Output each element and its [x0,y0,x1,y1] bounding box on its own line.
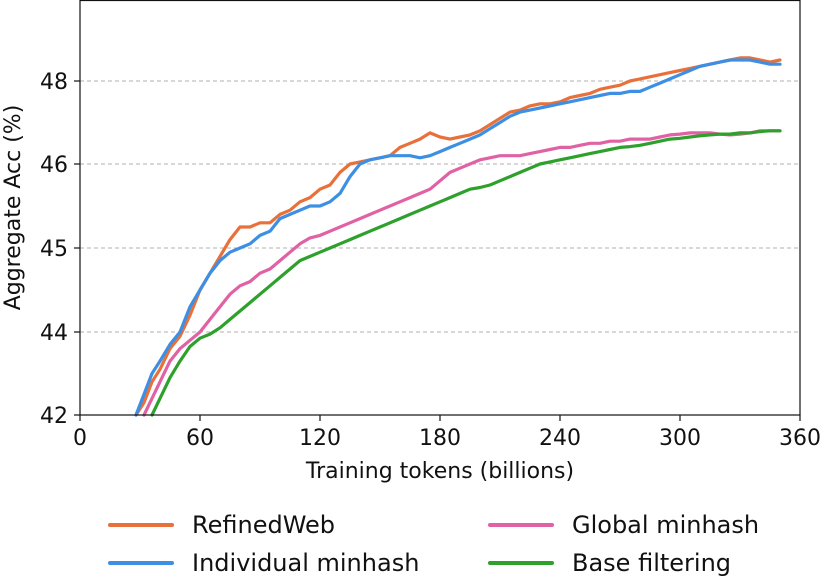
series-lines [134,56,782,417]
legend: RefinedWeb Global minhash Individual minha… [108,511,759,577]
y-axis-label: Aggregate Acc (%) [1,105,26,311]
plot-frame [79,0,801,416]
y-tick-label: 42 [40,404,68,429]
x-tick-label: 0 [73,426,87,451]
series-line-1 [134,58,782,417]
legend-label-1: Global minhash [572,511,759,539]
y-tick-label: 46 [40,153,68,178]
y-tick-label: 44 [40,321,68,346]
series-line-3 [150,129,782,417]
series-line-0 [134,56,782,417]
x-tick-label: 180 [419,426,461,451]
series-line-2 [142,129,782,417]
y-axis-ticks: 42 44 45 46 48 [40,70,80,429]
x-axis-ticks: 0 60 120 180 240 300 360 [73,415,821,451]
y-tick-label: 48 [40,70,68,95]
x-tick-label: 60 [186,426,214,451]
x-tick-label: 360 [779,426,821,451]
legend-label-0: RefinedWeb [192,511,335,539]
x-tick-label: 120 [299,426,341,451]
legend-label-3: Base filtering [572,549,731,577]
legend-label-2: Individual minhash [192,549,419,577]
x-tick-label: 240 [539,426,581,451]
gridlines [80,80,800,333]
y-tick-label: 45 [40,237,68,262]
x-tick-label: 300 [659,426,701,451]
x-axis-label: Training tokens (billions) [305,459,574,484]
